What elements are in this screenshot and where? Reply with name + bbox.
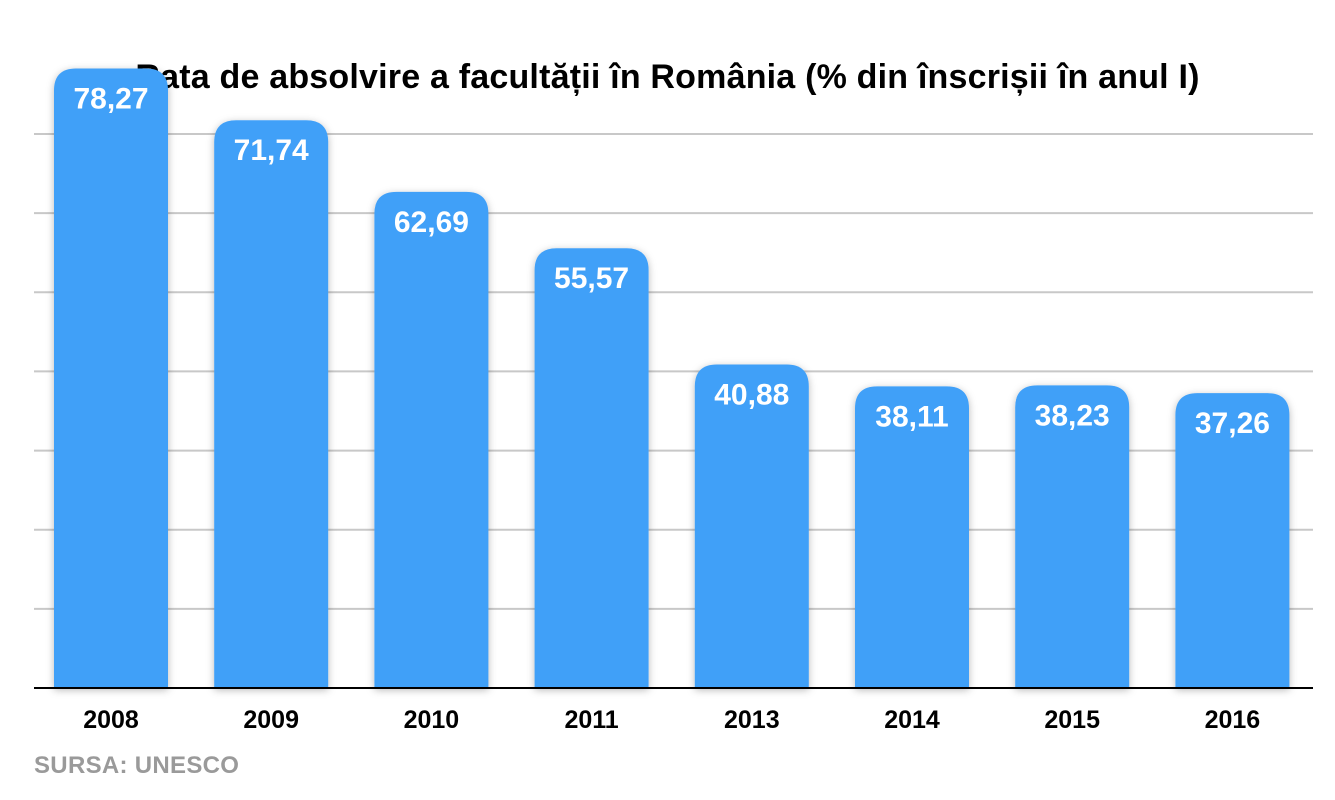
bar-2009 <box>214 120 329 689</box>
source-note: SURSA: UNESCO <box>34 752 240 779</box>
x-tick-label-2008: 2008 <box>83 706 139 734</box>
bar-2010 <box>374 191 489 688</box>
bar-2014 <box>855 386 969 688</box>
x-tick-label-2010: 2010 <box>404 706 460 734</box>
data-label-2015: 38,23 <box>1035 399 1110 432</box>
bar-2015 <box>1015 385 1130 688</box>
x-tick-labels: 2008 2009 2010 2011 2013 2014 2015 2016 <box>83 706 1260 734</box>
bar-2013 <box>694 364 809 688</box>
data-label-2009: 71,74 <box>234 134 309 167</box>
x-tick-label-2013: 2013 <box>724 706 780 734</box>
x-tick-label-2016: 2016 <box>1205 706 1261 734</box>
bars: 78,27 71,74 62,69 55,57 40,88 38,11 38,23 37,26 <box>54 68 1290 689</box>
x-tick-label-2015: 2015 <box>1044 706 1100 734</box>
data-label-2008: 78,27 <box>73 83 148 116</box>
data-label-2016: 37,26 <box>1195 407 1270 440</box>
data-label-2013: 40,88 <box>714 378 789 411</box>
x-tick-label-2011: 2011 <box>564 706 618 734</box>
x-tick-label-2014: 2014 <box>884 706 940 734</box>
bar-2008 <box>54 68 168 689</box>
bar-2016 <box>1175 393 1290 688</box>
chart-title: Rata de absolvire a facultății în Români… <box>135 58 1200 96</box>
x-tick-label-2009: 2009 <box>243 706 299 734</box>
data-label-2010: 62,69 <box>394 206 469 239</box>
data-label-2014: 38,11 <box>875 400 948 433</box>
bar-2011 <box>534 248 649 689</box>
data-label-2011: 55,57 <box>554 262 629 295</box>
